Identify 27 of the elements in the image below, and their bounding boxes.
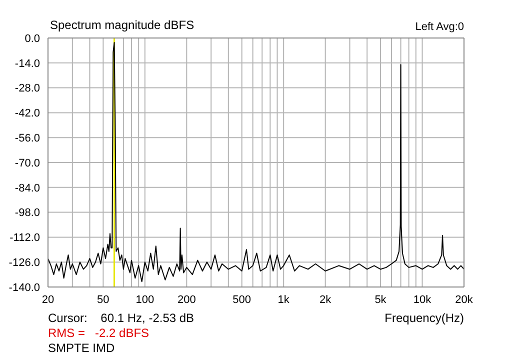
y-tick-label: -14.0	[14, 58, 40, 70]
x-tick-label: 1k	[278, 294, 290, 306]
text: Left Avg:0	[415, 21, 464, 33]
y-tick-label: -126.0	[8, 257, 40, 270]
y-tick-label: -84.0	[14, 182, 40, 194]
x-tick-label: 20k	[455, 294, 474, 306]
x-tick-label: 100	[136, 294, 154, 306]
x-tick-label: 5k	[374, 294, 387, 306]
y-tick-label: -28.0	[14, 82, 40, 95]
x-tick-label: 10k	[413, 294, 432, 306]
y-tick-label: -140.0	[8, 282, 40, 294]
x-axis-title: Frequency(Hz)	[384, 311, 464, 325]
x-tick-label: 200	[177, 294, 196, 306]
text: Cursor: 60.1 Hz, -2.53 dB	[48, 311, 194, 325]
y-tick-label: 0.0	[24, 32, 40, 45]
x-tick-label: 20	[42, 294, 54, 306]
y-tick-label: -56.0	[14, 132, 40, 145]
x-tick-label: 2k	[320, 294, 332, 306]
text: RMS = -2.2 dBFS	[48, 326, 150, 340]
y-tick-label: -112.0	[10, 232, 40, 244]
y-tick-label: -98.0	[14, 207, 40, 220]
x-tick-label: 500	[232, 294, 252, 306]
x-tick-label: 50	[97, 294, 110, 306]
text: SMPTE IMD	[48, 341, 115, 355]
y-tick-label: -70.0	[14, 157, 40, 170]
chart-title: Spectrum magnitude dBFS	[50, 18, 194, 32]
y-tick-label: -42.0	[14, 108, 40, 120]
